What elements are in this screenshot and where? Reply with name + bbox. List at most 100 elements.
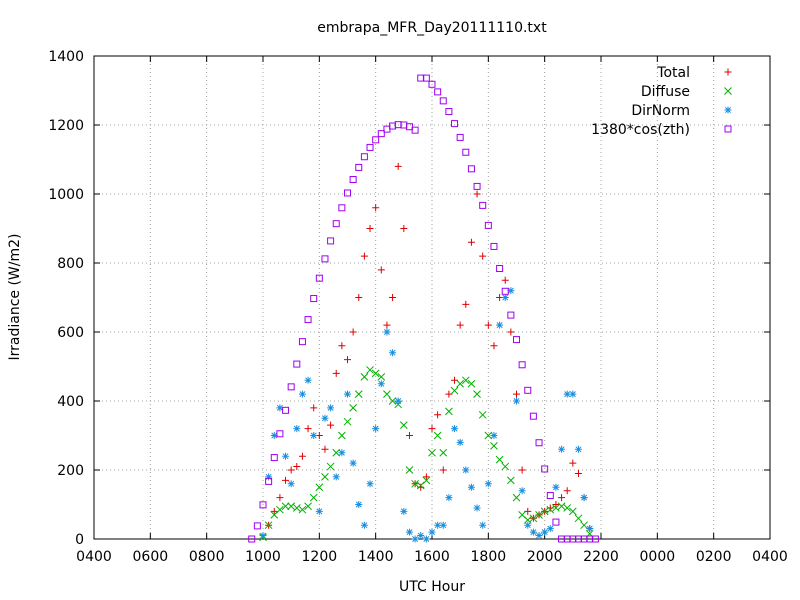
data-point	[287, 502, 296, 511]
data-point	[490, 432, 498, 439]
data-point	[529, 514, 538, 523]
data-point	[338, 431, 346, 440]
data-point	[546, 492, 554, 500]
y-tick-label: 1200	[48, 118, 84, 134]
series-2	[259, 287, 594, 543]
data-point	[445, 407, 453, 416]
data-point	[265, 477, 273, 485]
legend: Total Diffuse DirNorm 1380*cos(zth)	[591, 65, 732, 138]
data-point	[557, 502, 566, 511]
data-point	[276, 505, 284, 514]
data-point	[473, 390, 481, 398]
data-point	[428, 448, 436, 457]
data-point	[253, 522, 261, 530]
legend-marker	[724, 68, 732, 76]
data-point	[484, 431, 493, 440]
data-point	[462, 300, 470, 308]
data-point	[344, 390, 351, 398]
data-point	[546, 525, 554, 533]
data-point	[326, 462, 335, 471]
data-point	[563, 390, 571, 398]
data-point	[501, 294, 509, 301]
data-point	[411, 479, 419, 488]
data-point	[349, 404, 357, 412]
data-point	[372, 204, 380, 212]
data-point	[282, 406, 290, 414]
y-tick-label: 800	[57, 256, 84, 272]
data-point	[473, 182, 481, 190]
data-point	[366, 143, 374, 151]
data-point	[422, 473, 430, 481]
data-point	[439, 448, 448, 457]
data-point	[451, 120, 459, 128]
data-point	[462, 466, 470, 474]
data-point	[484, 221, 492, 229]
x-tick-label: 0400	[752, 549, 788, 565]
x-tick-label: 0400	[76, 549, 112, 565]
data-point	[270, 507, 278, 515]
data-point	[315, 274, 323, 282]
data-point	[456, 321, 464, 329]
data-point	[422, 476, 431, 485]
data-point	[456, 133, 464, 141]
y-tick-label: 0	[75, 532, 84, 548]
data-point	[304, 316, 312, 324]
y-tick-label: 400	[57, 394, 84, 410]
data-point	[501, 276, 509, 284]
data-point	[332, 448, 341, 457]
data-point	[518, 361, 526, 369]
data-point	[535, 532, 543, 540]
data-point	[377, 266, 385, 274]
data-point	[405, 432, 413, 439]
data-point	[355, 294, 363, 301]
data-point	[360, 372, 369, 381]
data-point	[574, 514, 583, 523]
data-point	[473, 504, 481, 512]
data-point	[563, 487, 571, 495]
x-tick-label: 1000	[245, 549, 281, 565]
data-point	[360, 153, 368, 161]
y-tick-label: 1000	[48, 187, 84, 203]
data-point	[321, 473, 329, 481]
y-axis-label: Irradiance (W/m2)	[7, 234, 23, 361]
data-point	[574, 469, 582, 477]
data-point	[400, 225, 408, 232]
data-point	[467, 238, 475, 246]
data-point	[310, 295, 318, 303]
data-point	[405, 466, 414, 474]
data-point	[478, 410, 487, 419]
data-point	[552, 501, 560, 508]
data-point	[366, 480, 374, 488]
data-point	[422, 535, 430, 543]
data-point	[513, 390, 520, 398]
data-point	[287, 480, 295, 488]
data-point	[439, 97, 447, 105]
data-point	[270, 454, 278, 462]
data-point	[371, 369, 380, 378]
data-point	[332, 220, 340, 228]
data-point	[315, 507, 323, 515]
data-point	[338, 449, 346, 457]
data-point	[479, 521, 487, 529]
data-point	[439, 466, 447, 474]
data-point	[411, 535, 419, 543]
data-point	[479, 252, 487, 260]
data-point	[276, 494, 284, 502]
data-point	[461, 376, 470, 385]
data-point	[282, 452, 290, 460]
data-point	[479, 201, 487, 209]
data-point	[428, 528, 436, 536]
data-point	[366, 225, 374, 232]
data-point	[501, 287, 509, 295]
data-point	[360, 521, 368, 529]
data-point	[540, 507, 549, 516]
chart-title: embrapa_MFR_Day20111110.txt	[317, 20, 547, 36]
data-point	[388, 397, 397, 405]
x-tick-label: 1400	[358, 549, 394, 565]
data-point	[507, 476, 515, 485]
data-point	[586, 525, 594, 533]
data-point	[541, 465, 549, 473]
legend-marker	[724, 87, 732, 95]
x-tick-label: 0600	[133, 549, 169, 565]
data-point	[513, 397, 520, 405]
